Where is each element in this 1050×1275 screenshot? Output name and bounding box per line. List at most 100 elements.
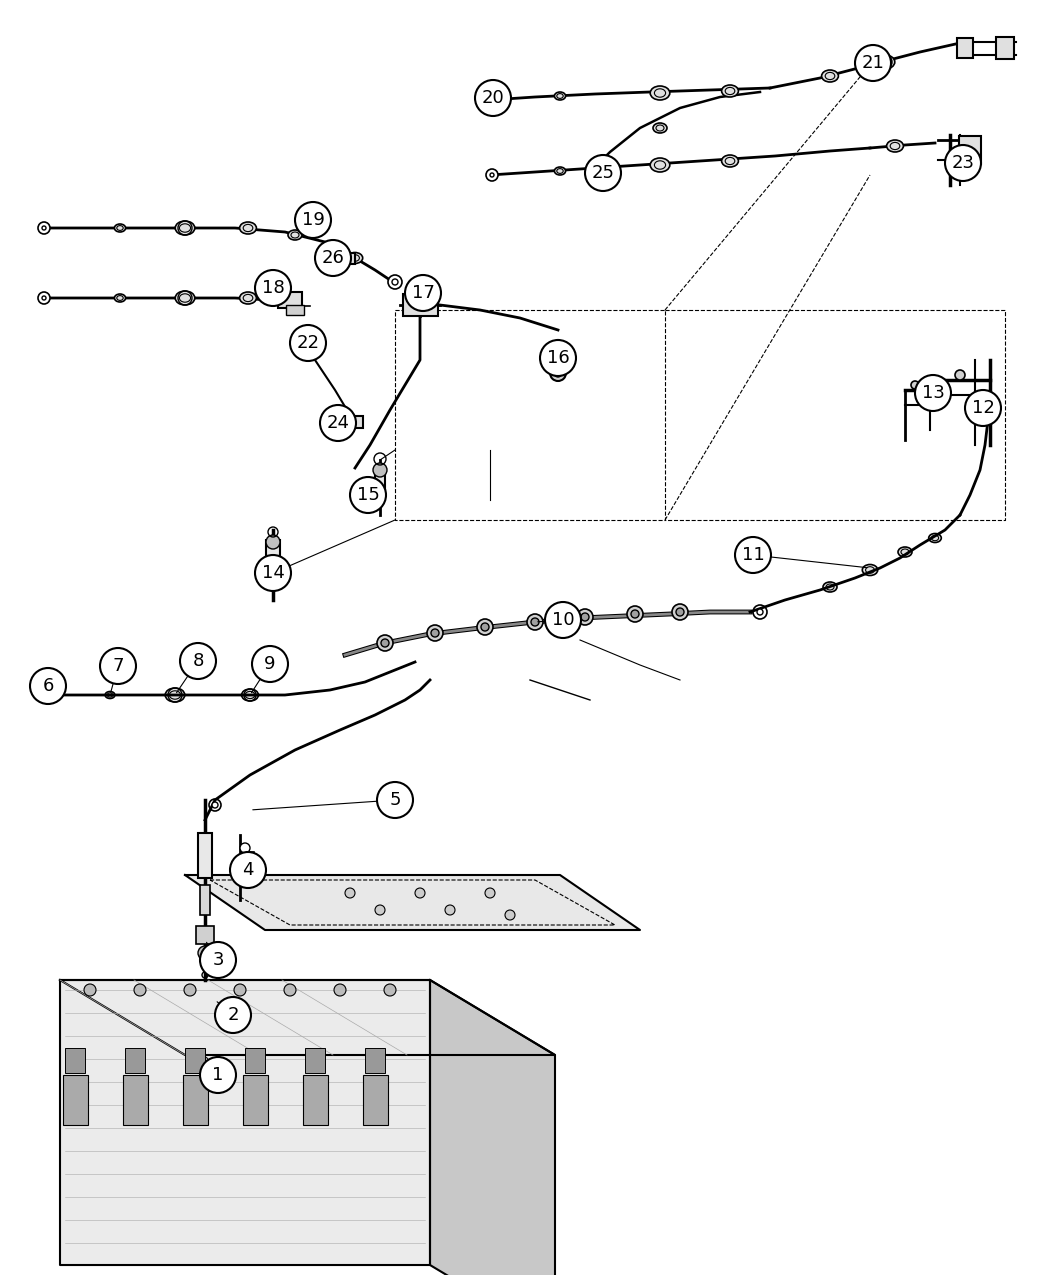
Circle shape bbox=[540, 340, 576, 376]
Ellipse shape bbox=[554, 92, 566, 99]
Ellipse shape bbox=[105, 691, 114, 699]
Ellipse shape bbox=[898, 547, 912, 557]
Circle shape bbox=[320, 405, 356, 441]
Circle shape bbox=[392, 279, 398, 286]
Circle shape bbox=[134, 984, 146, 996]
Bar bbox=[957, 38, 973, 57]
Circle shape bbox=[486, 94, 498, 106]
Circle shape bbox=[965, 390, 1001, 426]
Circle shape bbox=[415, 286, 425, 295]
Circle shape bbox=[405, 275, 441, 311]
Ellipse shape bbox=[114, 224, 126, 232]
Circle shape bbox=[384, 984, 396, 996]
Circle shape bbox=[676, 608, 684, 616]
Text: 13: 13 bbox=[922, 384, 944, 402]
Circle shape bbox=[481, 623, 489, 631]
Ellipse shape bbox=[721, 156, 738, 167]
Circle shape bbox=[490, 173, 493, 177]
Circle shape bbox=[200, 1057, 236, 1093]
Circle shape bbox=[956, 370, 965, 380]
Polygon shape bbox=[430, 980, 555, 1275]
Polygon shape bbox=[60, 980, 555, 1054]
Circle shape bbox=[911, 381, 919, 389]
Circle shape bbox=[531, 618, 539, 626]
Ellipse shape bbox=[288, 230, 302, 240]
Circle shape bbox=[915, 375, 951, 411]
Circle shape bbox=[585, 156, 621, 191]
Circle shape bbox=[334, 984, 346, 996]
Ellipse shape bbox=[721, 85, 738, 97]
Text: 20: 20 bbox=[482, 89, 504, 107]
Text: 1: 1 bbox=[212, 1066, 224, 1084]
Text: 9: 9 bbox=[265, 655, 276, 673]
Circle shape bbox=[266, 536, 280, 550]
Text: 17: 17 bbox=[412, 284, 435, 302]
Circle shape bbox=[200, 942, 236, 978]
Text: 6: 6 bbox=[42, 677, 54, 695]
Circle shape bbox=[377, 782, 413, 819]
Polygon shape bbox=[185, 875, 640, 929]
Bar bbox=[978, 400, 992, 419]
Text: 3: 3 bbox=[212, 951, 224, 969]
Text: 5: 5 bbox=[390, 790, 401, 810]
Circle shape bbox=[377, 635, 393, 652]
Bar bbox=[307, 334, 323, 346]
Circle shape bbox=[631, 609, 639, 618]
Circle shape bbox=[753, 606, 766, 618]
Bar bbox=[243, 1075, 268, 1125]
Circle shape bbox=[212, 802, 218, 808]
Circle shape bbox=[486, 170, 498, 181]
Circle shape bbox=[415, 887, 425, 898]
Ellipse shape bbox=[928, 533, 941, 542]
Bar bbox=[198, 833, 212, 877]
Bar bbox=[304, 1048, 326, 1072]
Text: 16: 16 bbox=[547, 349, 569, 367]
Circle shape bbox=[490, 98, 493, 102]
Text: 24: 24 bbox=[327, 414, 350, 432]
Circle shape bbox=[209, 799, 220, 811]
Text: 4: 4 bbox=[243, 861, 254, 878]
Circle shape bbox=[427, 625, 443, 641]
Bar bbox=[959, 136, 981, 164]
Bar bbox=[365, 1048, 385, 1072]
Circle shape bbox=[337, 249, 345, 256]
Ellipse shape bbox=[348, 252, 362, 264]
Circle shape bbox=[430, 629, 439, 638]
Circle shape bbox=[38, 292, 50, 303]
Bar bbox=[402, 295, 438, 316]
Circle shape bbox=[855, 45, 891, 82]
Circle shape bbox=[757, 609, 763, 615]
Text: 26: 26 bbox=[321, 249, 344, 266]
Bar bbox=[362, 1075, 387, 1125]
Circle shape bbox=[180, 643, 216, 680]
Circle shape bbox=[242, 858, 249, 866]
Circle shape bbox=[30, 668, 66, 704]
Text: 7: 7 bbox=[112, 657, 124, 674]
Circle shape bbox=[477, 618, 493, 635]
Bar bbox=[346, 416, 363, 428]
Ellipse shape bbox=[821, 70, 838, 82]
Circle shape bbox=[545, 602, 581, 638]
Circle shape bbox=[945, 145, 981, 181]
Ellipse shape bbox=[653, 122, 667, 133]
Ellipse shape bbox=[239, 292, 256, 303]
Circle shape bbox=[590, 170, 594, 173]
Bar bbox=[278, 292, 302, 309]
Bar bbox=[245, 1048, 265, 1072]
Ellipse shape bbox=[242, 688, 258, 701]
Circle shape bbox=[735, 537, 771, 572]
Bar bbox=[286, 305, 304, 315]
Text: 12: 12 bbox=[971, 399, 994, 417]
Text: 25: 25 bbox=[591, 164, 614, 182]
Circle shape bbox=[84, 984, 96, 996]
Circle shape bbox=[672, 604, 688, 620]
Circle shape bbox=[475, 80, 511, 116]
Text: 23: 23 bbox=[951, 154, 974, 172]
Circle shape bbox=[42, 296, 46, 300]
Bar bbox=[65, 1048, 85, 1072]
Circle shape bbox=[100, 648, 136, 683]
Circle shape bbox=[198, 946, 212, 960]
Circle shape bbox=[554, 368, 562, 377]
Circle shape bbox=[201, 961, 209, 969]
Circle shape bbox=[578, 609, 593, 625]
